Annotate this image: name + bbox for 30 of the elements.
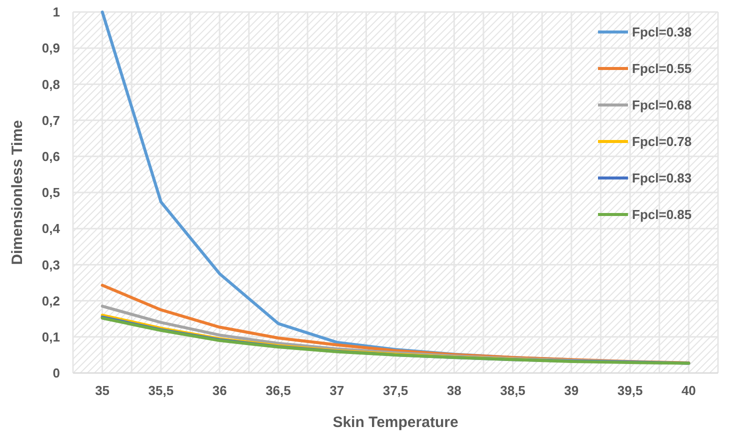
y-axis-title: Dimensionless Time — [9, 120, 26, 265]
legend-label: Fpcl=0.78 — [632, 134, 692, 150]
y-tick-label: 0,1 — [42, 329, 60, 344]
x-tick-label: 38,5 — [500, 383, 526, 398]
y-tick-label: 0,8 — [42, 76, 60, 92]
y-tick-label: 0,5 — [42, 185, 60, 200]
legend-label: Fpcl=0.83 — [632, 170, 692, 186]
x-tick-label: 36 — [212, 383, 227, 398]
y-tick-label: 0 — [52, 366, 60, 381]
y-tick-label: 1 — [52, 4, 60, 20]
y-tick-label: 0,3 — [42, 257, 60, 272]
x-tick-label: 36,5 — [266, 383, 291, 398]
x-tick-label: 40 — [681, 383, 696, 398]
legend-label: Fpcl=0.85 — [632, 207, 692, 222]
y-tick-label: 0,4 — [42, 221, 61, 236]
y-tick-label: 0,2 — [42, 293, 60, 308]
x-tick-label: 39 — [564, 383, 579, 398]
x-tick-label: 35,5 — [148, 383, 174, 398]
x-axis-title: Skin Temperature — [332, 414, 458, 431]
y-tick-label: 0,9 — [42, 40, 60, 56]
legend-label: Fpcl=0.55 — [632, 61, 692, 76]
x-tick-label: 38 — [446, 383, 462, 398]
legend-label: Fpcl=0.38 — [632, 24, 692, 40]
x-tick-label: 37,5 — [382, 383, 408, 398]
y-tick-label: 0,7 — [42, 112, 60, 128]
legend-label: Fpcl=0.68 — [632, 98, 692, 113]
y-tick-label: 0,6 — [42, 148, 60, 164]
x-tick-label: 37 — [330, 383, 344, 398]
x-tick-label: 39,5 — [617, 383, 643, 398]
x-tick-label: 35 — [95, 383, 110, 398]
